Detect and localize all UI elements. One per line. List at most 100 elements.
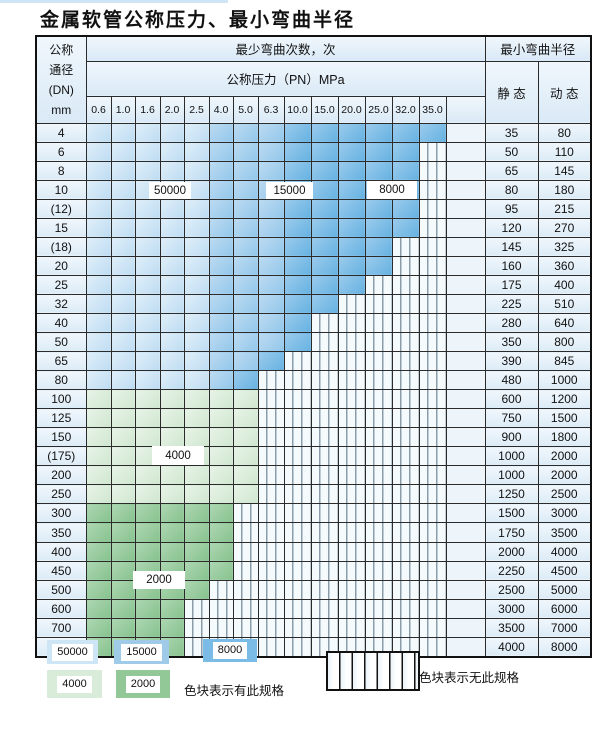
dynamic-radius-cell: 640 (537, 312, 592, 334)
spec-cell-50000 (159, 293, 185, 314)
spec-cell-50000 (110, 122, 136, 143)
no-spec-cell (283, 598, 312, 619)
no-spec-cell (257, 522, 285, 543)
spec-cell-2000 (85, 560, 112, 581)
spec-cell-50000 (159, 312, 185, 334)
dn-cell: 8 (35, 160, 87, 181)
spec-cell-50000 (159, 370, 185, 391)
spec-cell-8000 (283, 312, 312, 334)
spec-cell-50000 (134, 141, 161, 162)
spec-cell-50000 (110, 160, 136, 181)
dynamic-radius-cell: 4000 (537, 541, 592, 562)
dynamic-radius-cell: 270 (537, 217, 592, 238)
table-row: 80 480 1000 (35, 370, 592, 391)
spec-cell-8000 (283, 236, 312, 257)
no-spec-cell (283, 408, 312, 429)
no-spec-cell (391, 389, 420, 410)
spec-cell-2000 (134, 503, 161, 524)
spec-cell-50000 (183, 351, 210, 372)
scan-artifact-strip (0, 0, 228, 3)
no-spec-cell (283, 541, 312, 562)
static-radius-cell: 1750 (484, 522, 539, 543)
static-radius-cell: 900 (484, 427, 539, 448)
no-spec-cell (337, 312, 366, 334)
pressure-value-header: 5.0 (232, 95, 259, 124)
no-spec-cell (310, 617, 339, 638)
no-spec-cell (418, 636, 447, 658)
no-spec-cell (232, 617, 259, 638)
spec-cell-8000 (310, 293, 339, 314)
static-radius-cell: 1250 (484, 484, 539, 505)
spec-cell-2000 (159, 617, 185, 638)
spec-cell-2000 (85, 522, 112, 543)
no-spec-cell (418, 198, 447, 219)
no-spec-cell (208, 579, 234, 600)
no-spec-cell (257, 503, 285, 524)
spec-cell-8000 (337, 217, 366, 238)
no-spec-cell (283, 522, 312, 543)
filler-cell (445, 503, 486, 524)
no-spec-cell (257, 598, 285, 619)
no-spec-cell (391, 408, 420, 429)
spec-cell-8000 (310, 236, 339, 257)
header-row-2: 公称压力（PN）MPa 静 态 动 态 (36, 60, 592, 124)
dn-header-line: 通径 (49, 62, 74, 77)
filler-cell (445, 370, 486, 391)
spec-cell-8000 (391, 122, 420, 143)
table-row: 450 2250 4500 (35, 560, 592, 581)
spec-cell-4000 (134, 465, 161, 486)
spec-cell-15000 (208, 293, 234, 314)
no-spec-cell (232, 598, 259, 619)
no-spec-cell (257, 389, 285, 410)
spec-cell-2000 (159, 541, 185, 562)
pressure-value-header: 6.3 (257, 95, 285, 124)
spec-cell-50000 (110, 217, 136, 238)
no-spec-cell (337, 617, 366, 638)
spec-cell-4000 (159, 484, 185, 505)
dn-cell: 300 (35, 503, 87, 524)
table-row: 125 750 1500 (35, 408, 592, 429)
no-spec-cell (283, 579, 312, 600)
legend-swatch-2000: 2000 (116, 670, 170, 698)
spec-cell-15000 (208, 141, 234, 162)
spec-cell-2000 (183, 541, 210, 562)
no-spec-cell (364, 598, 393, 619)
static-radius-cell: 2500 (484, 579, 539, 600)
no-spec-cell (391, 312, 420, 334)
no-spec-cell (283, 389, 312, 410)
spec-cell-50000 (183, 122, 210, 143)
dynamic-radius-cell: 4500 (537, 560, 592, 581)
static-radius-cell: 1000 (484, 465, 539, 486)
table-row: 50 350 800 (35, 332, 592, 353)
spec-cell-4000 (208, 389, 234, 410)
pressure-header: 公称压力（PN）MPa (85, 60, 486, 97)
spec-cell-15000 (257, 122, 285, 143)
no-spec-cell (418, 274, 447, 295)
static-radius-cell: 160 (484, 255, 539, 276)
filler-cell (445, 389, 486, 410)
spec-cell-50000 (85, 141, 112, 162)
spec-cell-15000 (257, 160, 285, 181)
no-spec-cell (310, 370, 339, 391)
spec-cell-50000 (85, 351, 112, 372)
dynamic-radius-cell: 360 (537, 255, 592, 276)
table-row: 350 1750 3500 (35, 522, 592, 543)
no-spec-cell (283, 427, 312, 448)
spec-cell-4000 (232, 446, 259, 467)
spec-cell-50000 (183, 274, 210, 295)
no-spec-cell (283, 351, 312, 372)
spec-cell-8000 (364, 217, 393, 238)
dynamic-radius-cell: 7000 (537, 617, 592, 638)
spec-cell-50000 (183, 236, 210, 257)
spec-cell-50000 (110, 255, 136, 276)
dn-cell: 700 (35, 617, 87, 638)
spec-cell-50000 (159, 351, 185, 372)
spec-cell-8000 (337, 141, 366, 162)
no-spec-cell (257, 446, 285, 467)
legend-swatch-4000: 4000 (47, 670, 102, 698)
spec-cell-15000 (208, 312, 234, 334)
no-spec-cell (391, 446, 420, 467)
table-row: (175) 1000 2000 (35, 446, 592, 467)
bend-radius-header: 最小弯曲半径 (484, 35, 592, 62)
static-radius-cell: 35 (484, 122, 539, 143)
